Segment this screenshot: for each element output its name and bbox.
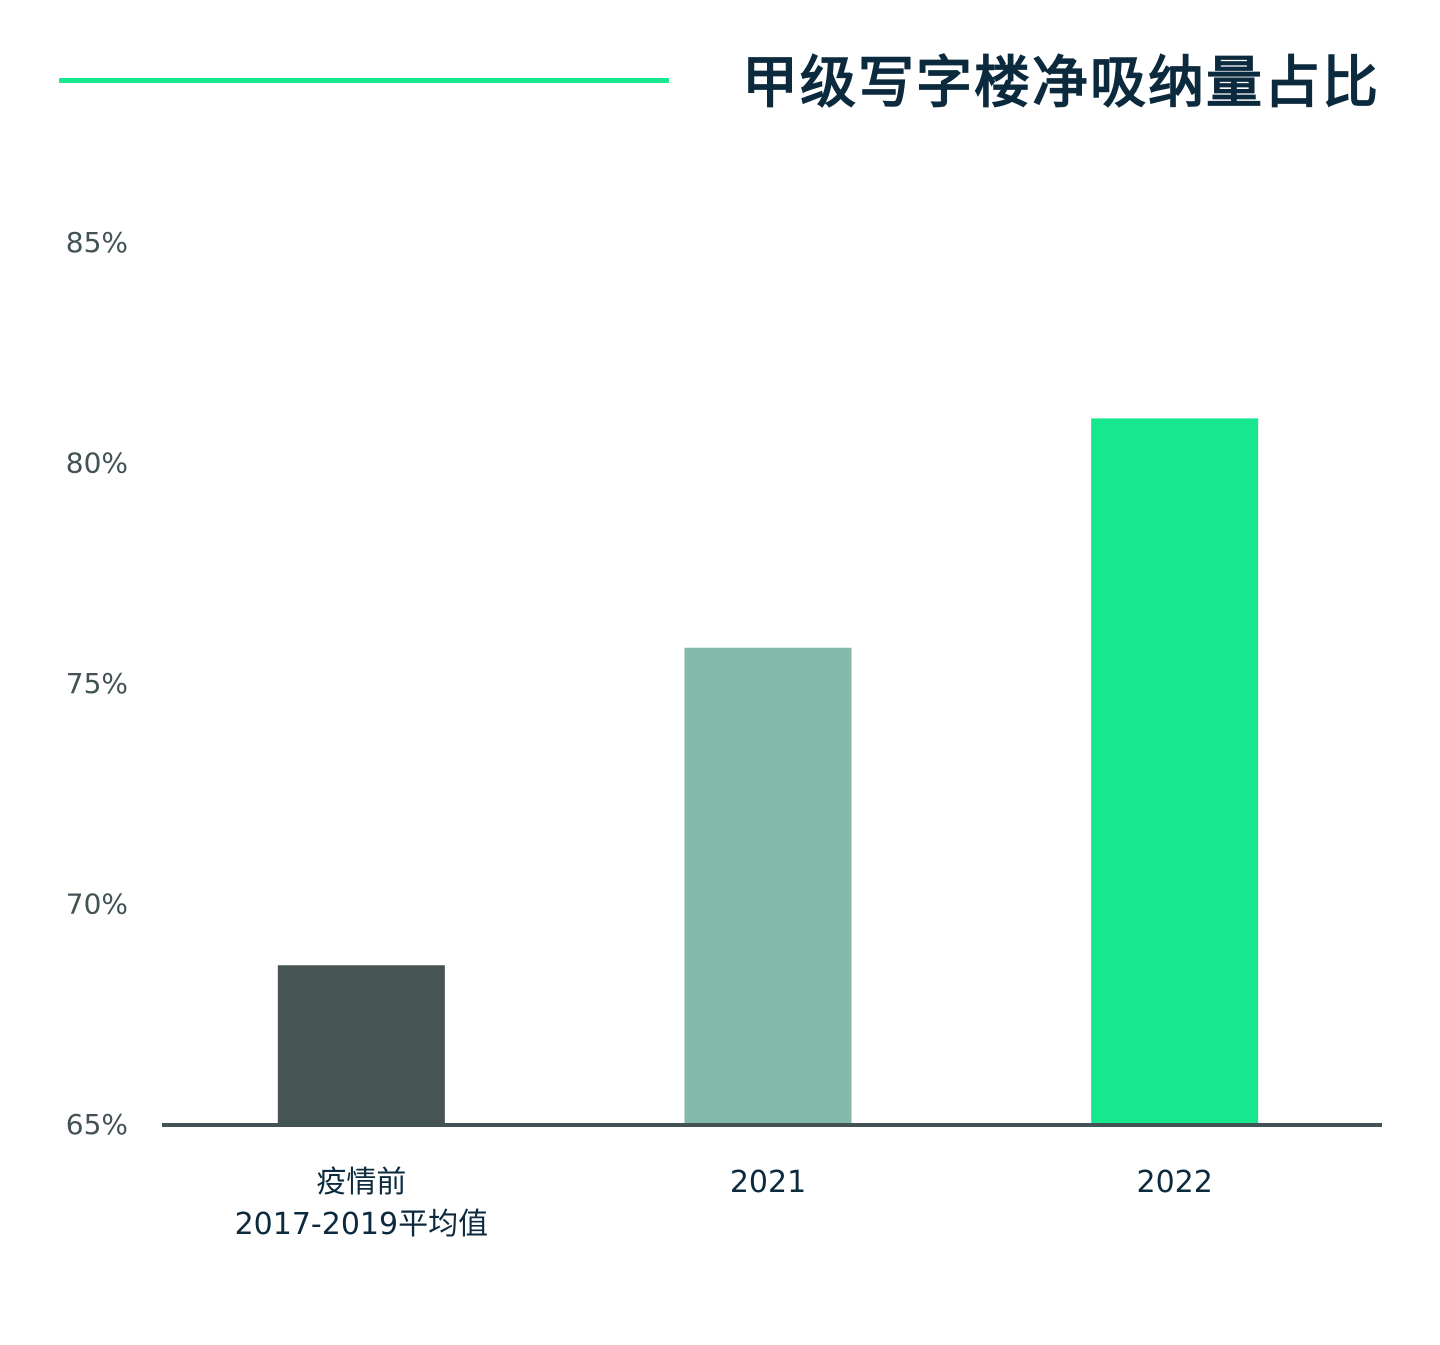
x-category-label: 2021 <box>730 1165 806 1200</box>
x-category-label: 2022 <box>1136 1165 1212 1200</box>
title-accent-line <box>59 78 669 83</box>
x-category-label-line: 2022 <box>1136 1165 1212 1200</box>
y-tick-label: 80% <box>66 447 128 480</box>
bar <box>684 647 852 1124</box>
x-category-label-line: 疫情前 <box>316 1165 406 1200</box>
y-tick-label: 75% <box>66 667 128 700</box>
x-axis-labels: 疫情前 2017-2019平均值 2021 2022 <box>235 1165 1213 1242</box>
bar <box>1091 418 1259 1124</box>
x-category-label-line: 2017-2019平均值 <box>235 1207 489 1242</box>
chart-title: 甲级写字楼净吸纳量占比 <box>742 51 1380 116</box>
y-axis-ticks: 65% 70% 75% 80% 85% <box>66 226 128 1141</box>
x-category-label: 疫情前 2017-2019平均值 <box>235 1165 489 1242</box>
y-tick-label: 65% <box>66 1108 128 1141</box>
bars <box>277 418 1259 1124</box>
y-tick-label: 85% <box>66 226 128 259</box>
bar <box>277 965 445 1124</box>
x-category-label-line: 2021 <box>730 1165 806 1200</box>
y-tick-label: 70% <box>66 888 128 921</box>
